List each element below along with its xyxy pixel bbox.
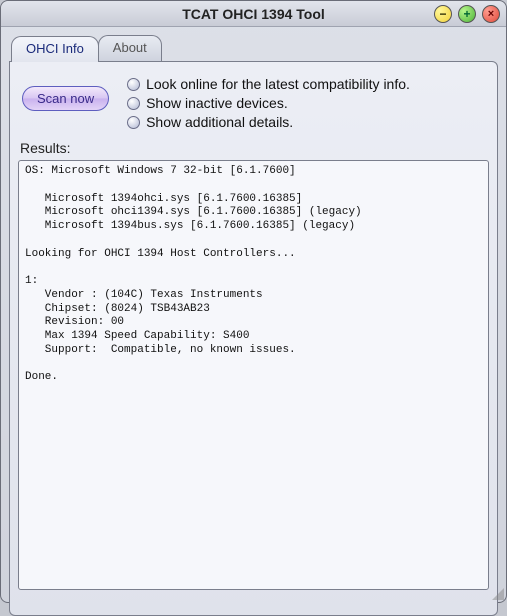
- tab-bar: OHCI Info About: [1, 27, 506, 61]
- window-title: TCAT OHCI 1394 Tool: [182, 6, 325, 22]
- option-label: Look online for the latest compatibility…: [146, 76, 410, 92]
- checkbox-icon: [127, 78, 140, 91]
- window-controls: − + ×: [434, 5, 500, 23]
- checkbox-icon: [127, 116, 140, 129]
- results-output[interactable]: OS: Microsoft Windows 7 32-bit [6.1.7600…: [18, 160, 489, 590]
- option-label: Show inactive devices.: [146, 95, 288, 111]
- options-group: Look online for the latest compatibility…: [127, 76, 410, 130]
- maximize-button[interactable]: +: [458, 5, 476, 23]
- minimize-button[interactable]: −: [434, 5, 452, 23]
- close-button[interactable]: ×: [482, 5, 500, 23]
- controls-row: Scan now Look online for the latest comp…: [18, 76, 489, 130]
- tab-panel: Scan now Look online for the latest comp…: [9, 61, 498, 616]
- resize-grip-icon[interactable]: [490, 586, 504, 600]
- results-label: Results:: [20, 140, 487, 156]
- scan-now-button[interactable]: Scan now: [22, 86, 109, 111]
- app-window: TCAT OHCI 1394 Tool − + × OHCI Info Abou…: [0, 0, 507, 603]
- checkbox-icon: [127, 97, 140, 110]
- option-show-details[interactable]: Show additional details.: [127, 114, 410, 130]
- tab-ohci-info[interactable]: OHCI Info: [11, 36, 99, 62]
- option-look-online[interactable]: Look online for the latest compatibility…: [127, 76, 410, 92]
- tab-about[interactable]: About: [98, 35, 162, 61]
- option-show-inactive[interactable]: Show inactive devices.: [127, 95, 410, 111]
- titlebar: TCAT OHCI 1394 Tool − + ×: [1, 1, 506, 27]
- option-label: Show additional details.: [146, 114, 293, 130]
